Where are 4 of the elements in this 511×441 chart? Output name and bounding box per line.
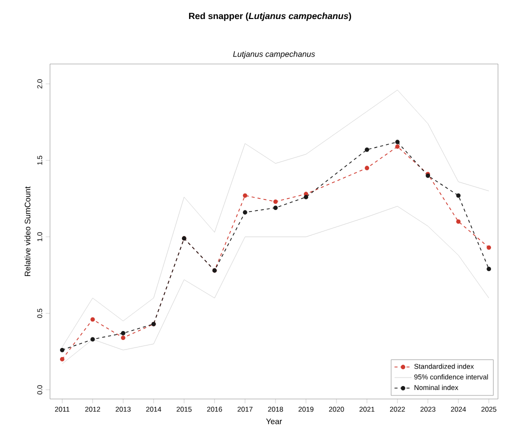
- y-axis-title: Relative video SumCount: [24, 186, 30, 276]
- x-axis-title: Year: [266, 418, 282, 424]
- chart-subtitle: Lutjanus campechanus: [233, 50, 315, 58]
- chart-title: Red snapper (Lutjanus campechanus): [189, 12, 352, 21]
